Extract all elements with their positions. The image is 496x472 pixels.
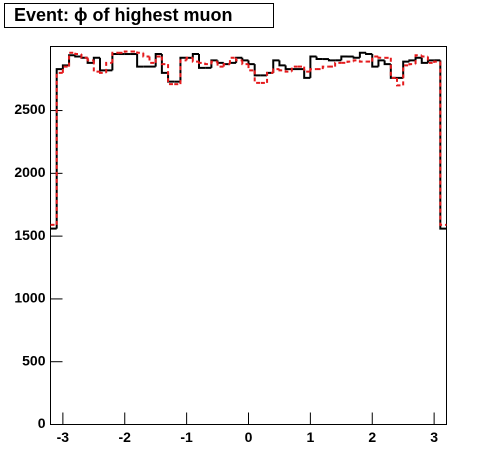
histogram-bin bbox=[253, 64, 261, 77]
histogram-bin bbox=[228, 56, 237, 65]
histogram-bin bbox=[154, 55, 162, 63]
histogram-bin bbox=[204, 62, 212, 66]
histogram-bin bbox=[439, 61, 447, 226]
histogram-bin bbox=[235, 57, 243, 62]
histogram-bin bbox=[408, 59, 416, 62]
histogram-bin bbox=[222, 63, 230, 67]
histogram-bin bbox=[136, 51, 144, 54]
histogram-bin bbox=[142, 52, 150, 58]
histogram-bin bbox=[191, 53, 199, 58]
histogram-bin bbox=[198, 61, 206, 64]
histogram-bin bbox=[303, 66, 311, 73]
x-tick-label: 2 bbox=[368, 429, 376, 445]
histogram-bin bbox=[68, 51, 76, 67]
histogram-bin bbox=[167, 64, 175, 86]
chart-title: Event: ϕ of highest muon bbox=[14, 5, 233, 25]
histogram-bin bbox=[402, 60, 410, 78]
histogram-bin bbox=[210, 60, 218, 65]
histogram-bin bbox=[111, 51, 119, 63]
histogram-bin bbox=[80, 54, 88, 59]
y-tick-label: 500 bbox=[22, 352, 46, 368]
histogram-bin bbox=[352, 56, 360, 59]
x-tick-label: 3 bbox=[430, 429, 438, 445]
histogram-bin bbox=[290, 65, 298, 72]
y-tick-label: 1500 bbox=[14, 227, 45, 243]
histogram-bin bbox=[86, 57, 94, 62]
histogram-bin bbox=[352, 59, 360, 62]
histogram-bin bbox=[99, 71, 107, 74]
x-tick-label: 0 bbox=[245, 429, 253, 445]
histogram-bin bbox=[74, 52, 82, 56]
histogram-bin bbox=[414, 54, 422, 65]
histogram-bin bbox=[346, 60, 354, 63]
histogram-bin bbox=[185, 56, 193, 61]
histogram-bin bbox=[327, 59, 336, 62]
histogram-bin bbox=[253, 70, 261, 84]
histogram-bin bbox=[420, 57, 428, 64]
histogram-bin bbox=[210, 59, 218, 68]
histogram-bin bbox=[55, 71, 63, 225]
histogram-bin bbox=[198, 54, 206, 69]
histogram-bin bbox=[160, 56, 169, 66]
histogram-bin bbox=[284, 70, 292, 73]
histogram-bin bbox=[309, 68, 317, 72]
histogram-bin bbox=[402, 64, 410, 86]
histogram-bin bbox=[272, 68, 280, 73]
histogram-bin bbox=[241, 60, 249, 66]
y-tick-label: 0 bbox=[38, 415, 46, 431]
histogram-bin bbox=[365, 52, 373, 56]
histogram-bin bbox=[61, 64, 70, 70]
histogram-bin bbox=[179, 59, 187, 85]
histogram-bin bbox=[377, 59, 385, 67]
x-tick-label: -1 bbox=[180, 429, 193, 445]
histogram-bin bbox=[420, 55, 428, 58]
histogram-bin bbox=[371, 55, 379, 62]
histogram-bin bbox=[99, 57, 107, 72]
histogram-bin bbox=[396, 77, 404, 87]
x-tick-label: -3 bbox=[57, 429, 70, 445]
y-tick-label: 2000 bbox=[14, 164, 45, 180]
y-tick-label: 2500 bbox=[14, 101, 45, 117]
histogram-bin bbox=[68, 54, 76, 66]
y-tick-label: 1000 bbox=[14, 290, 45, 306]
histogram-bin bbox=[278, 60, 286, 67]
histogram-bin bbox=[136, 54, 144, 68]
x-tick-label: 1 bbox=[306, 429, 314, 445]
histogram-bin bbox=[334, 61, 342, 67]
histogram-bin bbox=[433, 60, 441, 63]
histogram-bin bbox=[148, 56, 156, 64]
histogram-bin bbox=[266, 71, 274, 83]
histogram-bin bbox=[389, 57, 397, 79]
histogram-bin bbox=[414, 56, 422, 61]
title-box bbox=[4, 3, 274, 28]
histogram-bin bbox=[358, 60, 367, 63]
histogram-bin bbox=[358, 51, 367, 58]
histogram-bin bbox=[340, 55, 348, 61]
histogram-bin bbox=[439, 60, 447, 230]
histogram-bin bbox=[247, 64, 255, 72]
histogram-bin bbox=[74, 55, 82, 58]
histogram-bin bbox=[377, 56, 385, 59]
histogram-bin bbox=[216, 61, 224, 68]
histogram-bin bbox=[315, 56, 323, 61]
histogram-bin bbox=[408, 63, 416, 66]
histogram-bin bbox=[426, 56, 435, 64]
histogram-bin bbox=[321, 65, 329, 70]
histogram-bin bbox=[278, 69, 286, 72]
histogram-bin bbox=[92, 60, 100, 73]
histogram-bin bbox=[284, 65, 292, 71]
histogram-bin bbox=[105, 61, 113, 73]
histogram-bin bbox=[61, 65, 70, 73]
histogram-bin bbox=[383, 60, 391, 66]
histogram-bin bbox=[191, 57, 199, 63]
histogram-bin bbox=[123, 50, 131, 53]
x-tick-label: -2 bbox=[119, 429, 132, 445]
histogram-bin bbox=[303, 69, 311, 79]
